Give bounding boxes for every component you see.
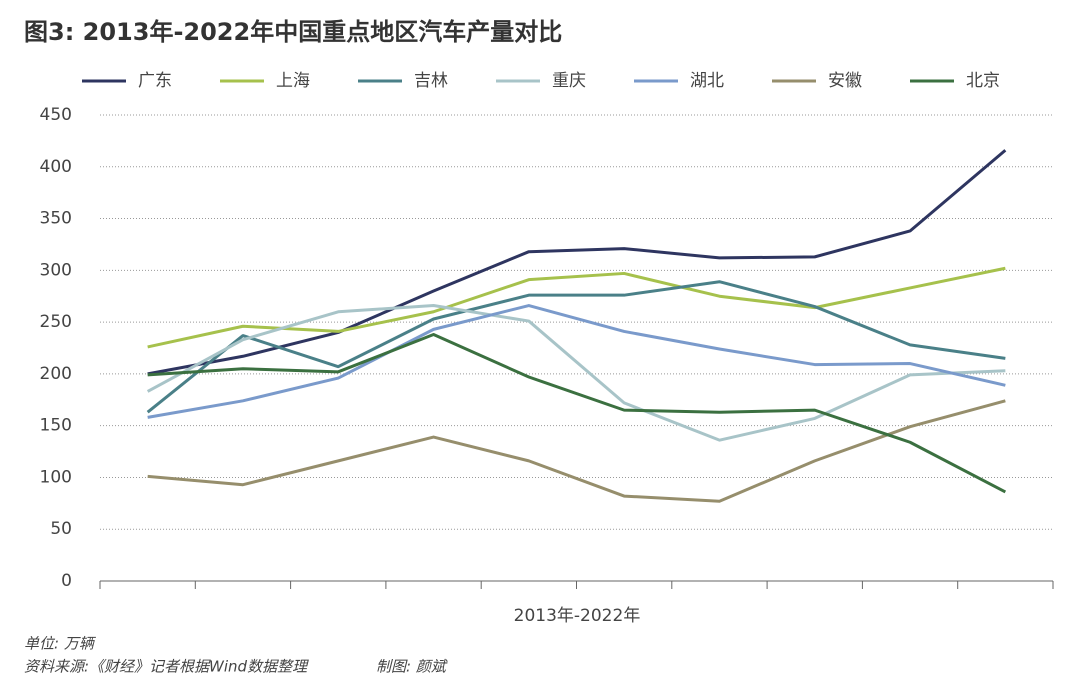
y-tick-label: 50 [50,519,72,539]
legend-label: 吉林 [414,71,448,91]
legend-label: 安徽 [828,71,862,91]
legend-label: 重庆 [552,71,586,91]
series-line [146,304,1006,442]
series-line [147,399,1006,503]
y-tick-label: 250 [40,312,72,332]
y-tick-label: 200 [40,364,72,384]
source-note: 资料来源:《财经》记者根据Wind数据整理 [24,658,309,676]
credit-note: 制图: 颜斌 [376,658,448,676]
unit-note: 单位: 万辆 [24,635,97,653]
series-line [147,149,1007,376]
y-tick-label: 350 [40,209,72,229]
chart-title: 图3: 2013年-2022年中国重点地区汽车产量对比 [24,18,562,46]
series-line [147,266,1006,349]
y-tick-label: 300 [40,260,72,280]
series-line [147,304,1006,419]
series-line [146,280,1006,414]
legend-label: 湖北 [690,71,724,91]
legend-label: 北京 [966,71,1000,91]
series-line [147,333,1007,494]
y-tick-label: 450 [40,105,72,125]
y-tick-label: 0 [61,571,72,591]
x-axis-label: 2013年-2022年 [514,606,641,626]
y-tick-label: 100 [40,467,72,487]
legend-label: 广东 [138,71,172,91]
y-tick-label: 400 [40,157,72,177]
y-tick-label: 150 [40,416,72,436]
legend-label: 上海 [276,71,310,91]
